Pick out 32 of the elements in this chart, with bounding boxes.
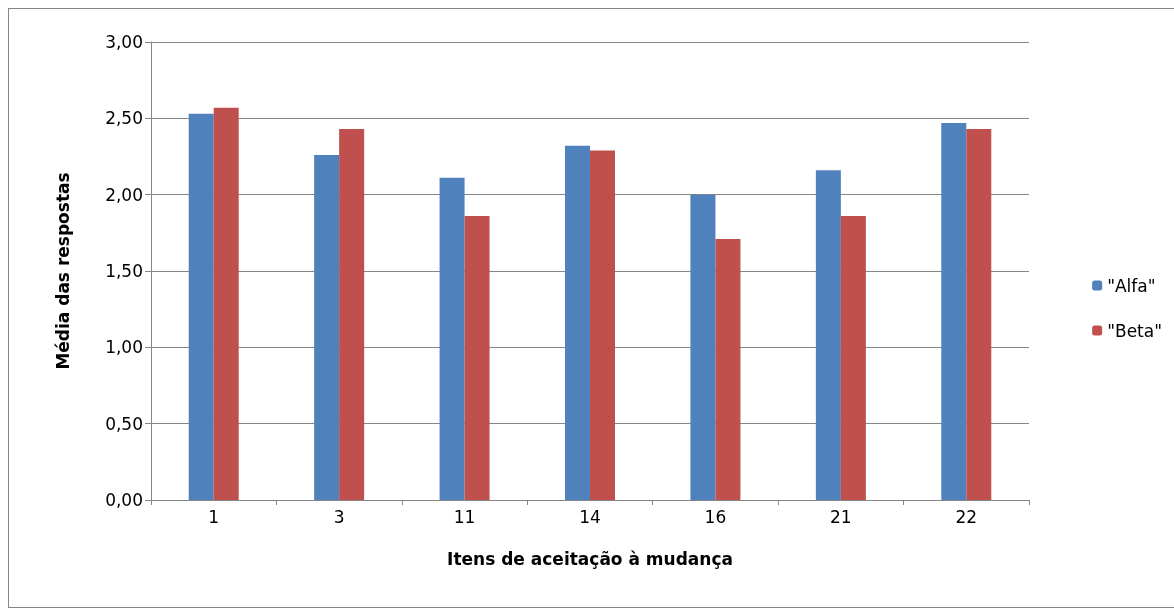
legend-label: "Beta"	[1107, 320, 1162, 341]
x-axis-title: Itens de aceitação à mudança	[447, 548, 733, 569]
bar	[815, 170, 841, 500]
legend-label: "Alfa"	[1107, 275, 1156, 296]
bar	[314, 154, 340, 500]
bar	[213, 107, 239, 500]
x-tick-label: 11	[453, 506, 476, 527]
y-tick-label: 2,50	[105, 108, 143, 129]
y-tick-label: 1,00	[105, 337, 143, 358]
bar	[840, 216, 866, 500]
bar	[941, 122, 967, 500]
y-tick-label: 0,00	[105, 490, 143, 510]
y-tick-label: 2,00	[105, 184, 143, 205]
x-tick-label: 22	[955, 506, 978, 527]
bar	[715, 238, 741, 500]
y-axis-title: Média das respostas	[52, 172, 73, 370]
bar	[690, 194, 716, 500]
x-tick-label: 21	[830, 506, 852, 527]
bar	[565, 145, 590, 500]
x-tick-label: 1	[208, 506, 220, 527]
x-tick-label: 16	[704, 506, 727, 527]
x-tick-label: 3	[333, 506, 345, 527]
bar	[590, 150, 615, 500]
y-tick-label: 0,50	[105, 413, 143, 434]
x-tick-label: 14	[579, 506, 601, 527]
y-tick-label: 3,00	[105, 32, 143, 52]
bar	[966, 129, 992, 500]
bar	[464, 216, 490, 500]
y-tick-label: 1,50	[105, 261, 143, 281]
bar	[188, 113, 214, 500]
bar	[439, 177, 465, 500]
bar	[339, 129, 365, 500]
